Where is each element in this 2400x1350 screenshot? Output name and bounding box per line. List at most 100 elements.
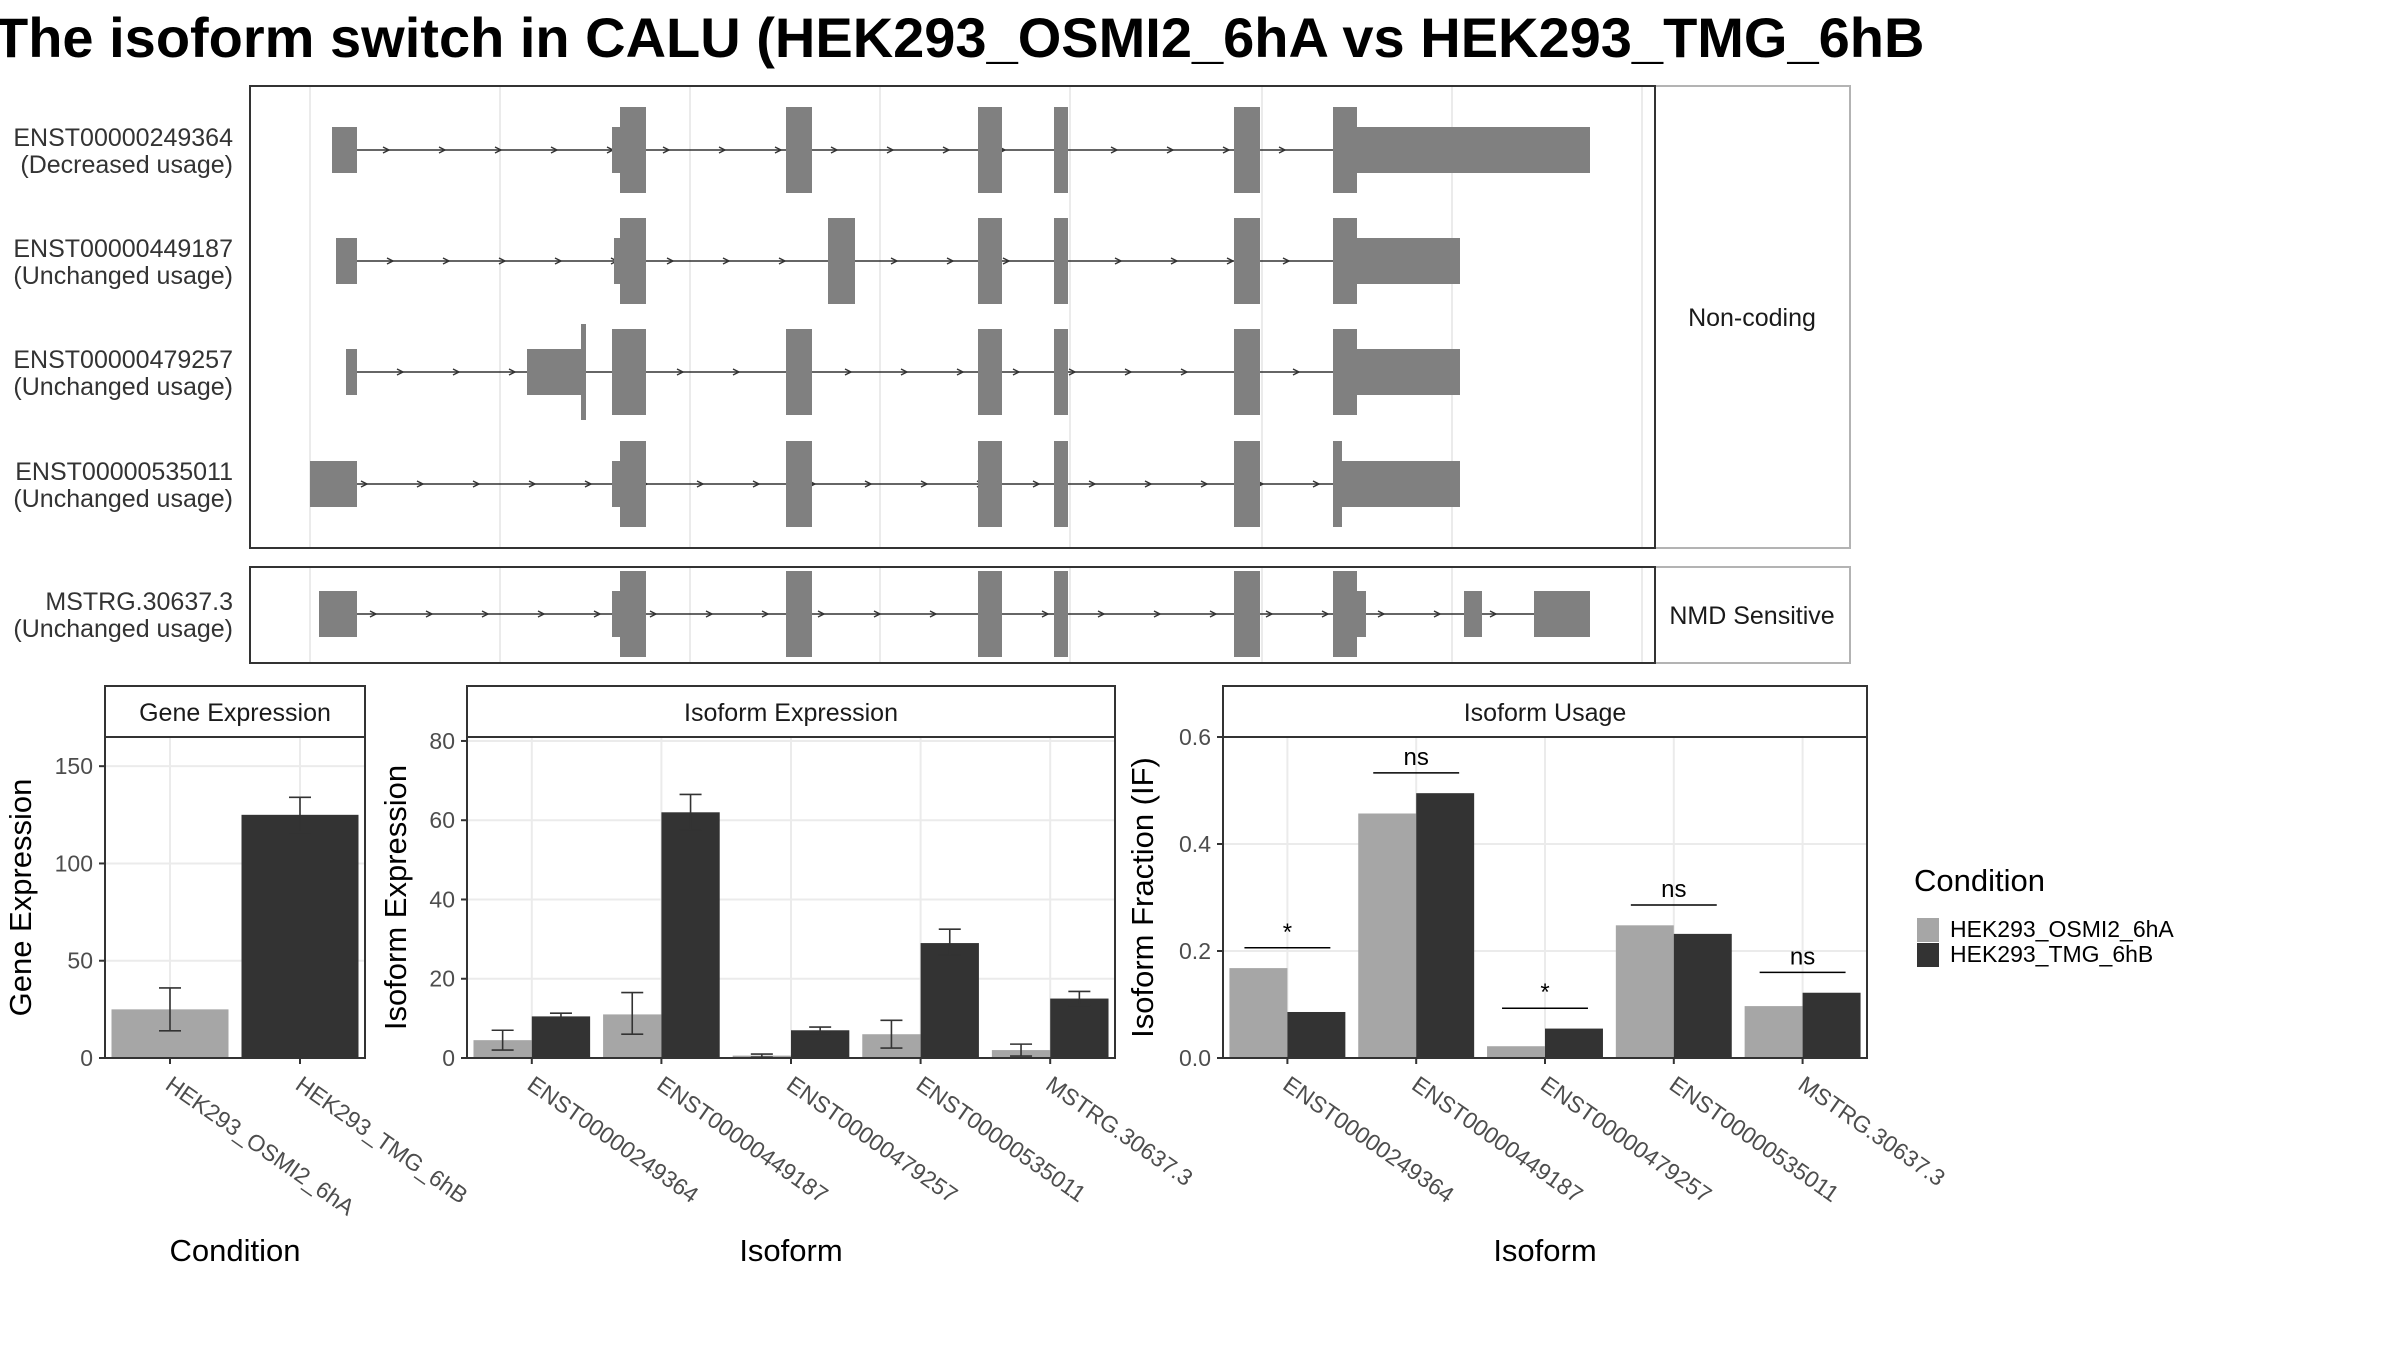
intron-arrow [956, 368, 965, 376]
exon-block [1054, 329, 1068, 415]
y-axis-title: Isoform Fraction (IF) [1125, 757, 1160, 1038]
exon-block [1333, 329, 1357, 415]
exon-block [786, 441, 812, 527]
intron-arrow [396, 368, 405, 376]
y-tick-label: 0.6 [1179, 724, 1211, 750]
isoform-expression-panel: Isoform Expression020406080ENST000002493… [378, 685, 1198, 1268]
y-tick-label: 0.2 [1179, 938, 1211, 964]
intron-arrow [452, 368, 461, 376]
intron-arrow [752, 480, 761, 488]
intron-arrow [1321, 610, 1330, 618]
exon-block [1234, 218, 1260, 304]
intron-arrow [386, 257, 395, 265]
structure-panel-border [249, 566, 1656, 664]
exon-block [612, 329, 646, 415]
intron-arrow [528, 480, 537, 488]
plot-border [104, 736, 366, 1059]
bar [1545, 1028, 1603, 1058]
panel-strip [1222, 685, 1868, 738]
intron-arrow [864, 480, 873, 488]
panel-strip-label: Isoform Usage [1464, 699, 1627, 727]
transcript-usage-label: (Unchanged usage) [13, 373, 233, 401]
exon-block [1534, 591, 1590, 637]
error-bar [1010, 1043, 1033, 1057]
intron-arrow [666, 257, 675, 265]
significance-label: ns [1790, 943, 1815, 970]
intron-arrow [718, 146, 727, 154]
intron-arrow [1433, 610, 1442, 618]
intron-arrow [584, 480, 593, 488]
error-bar [549, 1012, 572, 1020]
legend-swatch-tmg [1917, 943, 1939, 967]
legend-label-tmg: HEK293_TMG_6hB [1950, 941, 2153, 967]
structure-panel-bg [250, 567, 1655, 663]
panel-strip [104, 685, 366, 738]
exon-block [527, 349, 581, 395]
intron-arrow [1144, 480, 1153, 488]
intron-arrow [1209, 610, 1218, 618]
intron-arrow [494, 146, 503, 154]
significance-label: * [1283, 919, 1292, 946]
exon-block [612, 461, 620, 507]
transcript-id-label: ENST00000249364 [13, 124, 233, 152]
intron-arrow [550, 146, 559, 154]
exon-block [1357, 591, 1366, 637]
transcript-id-label: ENST00000535011 [15, 458, 233, 486]
intron-arrow [498, 257, 507, 265]
intron-arrow [438, 146, 447, 154]
y-axis-title: Isoform Expression [378, 765, 413, 1030]
intron-arrow [1068, 368, 1077, 376]
exon-block [620, 571, 646, 657]
exon-block [1357, 127, 1590, 173]
intron-arrow [1282, 257, 1291, 265]
intron-arrow [425, 610, 434, 618]
intron-arrow [1012, 368, 1021, 376]
y-tick-label: 0 [80, 1045, 93, 1071]
legend-swatch-osmi2 [1917, 918, 1939, 942]
bar [1615, 925, 1674, 1058]
plot-border [1222, 736, 1868, 1059]
exon-block [1333, 441, 1342, 527]
transcript-usage-label: (Decreased usage) [20, 151, 233, 179]
condition-legend: Condition HEK293_OSMI2_6hA HEK293_TMG_6h… [1914, 863, 2174, 967]
intron-arrow [1489, 610, 1498, 618]
intron-arrow [442, 257, 451, 265]
intron-arrow [382, 146, 391, 154]
significance-label: * [1540, 979, 1549, 1006]
intron-arrow [1180, 368, 1189, 376]
exon-block [828, 218, 855, 304]
transcript-id-label: ENST00000449187 [13, 235, 233, 263]
bar [1358, 813, 1417, 1058]
exon-block [1234, 329, 1260, 415]
intron-arrow [886, 146, 895, 154]
exon-block [786, 107, 812, 193]
error-bar [880, 1019, 903, 1049]
y-tick-label: 150 [55, 753, 93, 779]
exon-block [346, 349, 357, 395]
intron-arrow [722, 257, 731, 265]
exon-block [612, 127, 620, 173]
error-bar [159, 987, 181, 1032]
y-tick-label: 40 [429, 886, 455, 912]
bar [661, 812, 720, 1058]
intron-arrow [1265, 610, 1274, 618]
exon-block [978, 441, 1002, 527]
panel-strip-label: Gene Expression [139, 699, 331, 727]
intron-arrow [920, 480, 929, 488]
error-bar [1068, 990, 1091, 1007]
isoform-usage-panel: Isoform Usage0.00.20.40.6*ns*nsnsENST000… [1125, 685, 1950, 1268]
panel-strip [466, 685, 1116, 738]
intron-arrow [1222, 146, 1231, 154]
bar [1287, 1011, 1346, 1058]
legend-label-osmi2: HEK293_OSMI2_6hA [1950, 916, 2174, 942]
error-bar [289, 796, 311, 834]
transcript-usage-label: (Unchanged usage) [13, 262, 233, 290]
x-axis-title: Isoform [1493, 1233, 1596, 1268]
intron-arrow [1032, 480, 1041, 488]
significance-label: ns [1661, 876, 1686, 903]
error-bar [621, 991, 644, 1036]
bar [1487, 1046, 1545, 1058]
bar [791, 1030, 850, 1058]
bar [531, 1016, 591, 1058]
